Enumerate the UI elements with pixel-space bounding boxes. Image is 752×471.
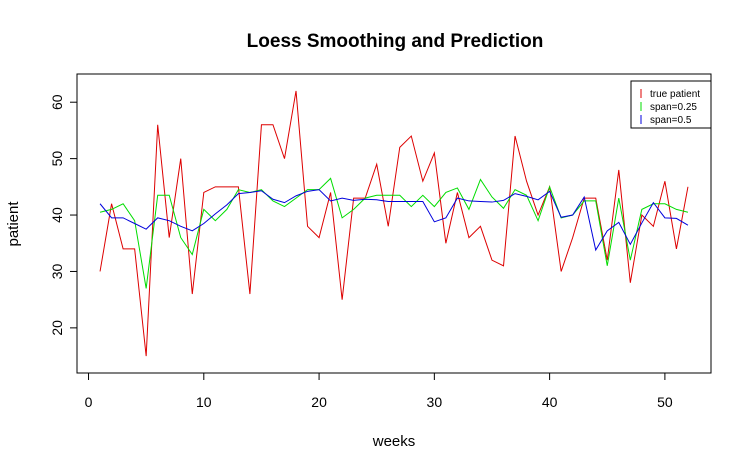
x-tick-label: 10 [196, 394, 212, 410]
x-axis-label: weeks [372, 433, 416, 450]
legend-box [630, 80, 712, 129]
series-line-3 [99, 189, 689, 252]
x-tick-label: 0 [85, 394, 93, 410]
legend-label: span=0.25 [650, 102, 697, 113]
series-line-2 [99, 177, 689, 289]
legend-label: span=0.5 [650, 115, 692, 126]
y-tick-label: 50 [49, 151, 65, 167]
y-tick-label: 40 [49, 207, 65, 223]
series-layer [99, 90, 689, 357]
plot-frame [76, 73, 712, 374]
y-tick-label: 60 [49, 94, 65, 110]
y-tick-label: 20 [49, 320, 65, 336]
y-axis: 20 30 40 50 60 [49, 94, 78, 336]
x-tick-label: 40 [542, 394, 558, 410]
y-axis-label: patient [5, 201, 22, 247]
series-line-1 [99, 90, 689, 357]
chart-title: Loess Smoothing and Prediction [247, 31, 544, 52]
x-tick-label: 20 [311, 394, 327, 410]
legend-label: true patient [650, 89, 700, 100]
x-tick-label: 30 [427, 394, 443, 410]
x-tick-label: 50 [657, 394, 673, 410]
y-tick-label: 30 [49, 263, 65, 279]
legend: true patient span=0.25 span=0.5 [630, 80, 712, 129]
x-axis: 0 10 20 30 40 50 [85, 372, 673, 410]
